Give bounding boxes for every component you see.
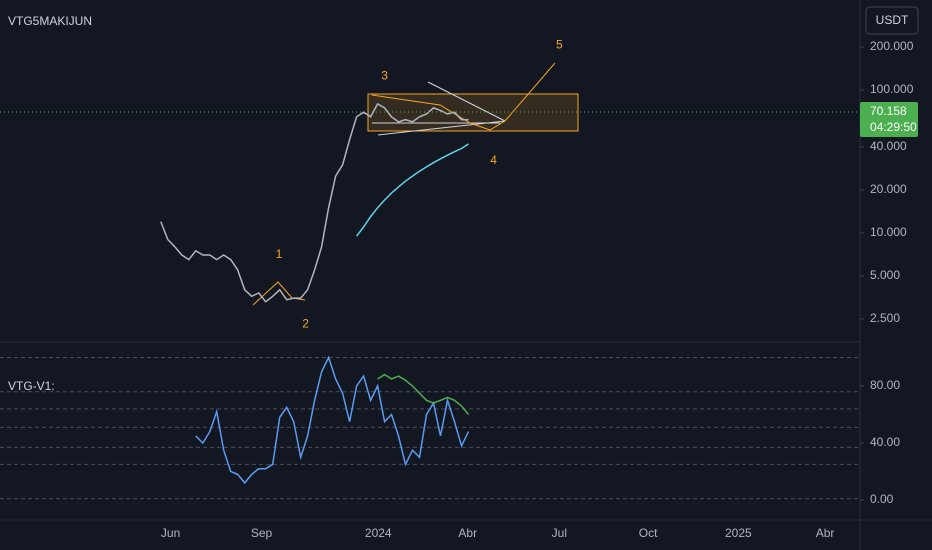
last-price: 70.158 [870, 104, 907, 118]
series-line [160, 102, 469, 303]
wave-label: 2 [302, 316, 309, 330]
x-tick-label: Jul [552, 526, 567, 540]
y-tick-label: 5.000 [870, 268, 900, 282]
wave-label: 1 [276, 247, 283, 261]
countdown: 04:29:50 [870, 120, 917, 134]
x-tick-label: Sep [251, 526, 273, 540]
y-tick-label: 2.500 [870, 311, 900, 325]
x-tick-label: Abr [458, 526, 477, 540]
x-tick-label: 2025 [725, 526, 752, 540]
currency[interactable]: USDT [876, 13, 909, 27]
series-line [195, 355, 470, 485]
chart-title: VTG5MAKIJUN [8, 14, 92, 28]
x-tick-label: 2024 [365, 526, 392, 540]
last-price-box [860, 102, 918, 138]
wave-line [252, 281, 306, 306]
x-tick-label: Abr [816, 526, 835, 540]
x-tick-label: Oct [639, 526, 658, 540]
indicator-title: VTG-V1: [8, 379, 55, 393]
wave-line [371, 62, 556, 131]
wave-label: 3 [381, 68, 388, 82]
y-tick-label: 20.000 [870, 182, 907, 196]
series-line [356, 143, 469, 237]
trend-line [427, 81, 506, 122]
y-tick-label: 40.00 [870, 435, 900, 449]
currency-button[interactable] [865, 6, 919, 35]
wave-label: 5 [556, 38, 563, 52]
y-tick-label: 0.00 [870, 492, 894, 506]
y-tick-label: 100.000 [870, 82, 914, 96]
trend-line [377, 120, 506, 136]
y-tick-label: 200.000 [870, 39, 914, 53]
series-line [377, 373, 470, 415]
y-tick-label: 40.000 [870, 139, 907, 153]
y-tick-label: 10.000 [870, 225, 907, 239]
wave-label: 4 [490, 153, 497, 167]
y-tick-label: 80.00 [870, 378, 900, 392]
x-tick-label: Jun [161, 526, 180, 540]
